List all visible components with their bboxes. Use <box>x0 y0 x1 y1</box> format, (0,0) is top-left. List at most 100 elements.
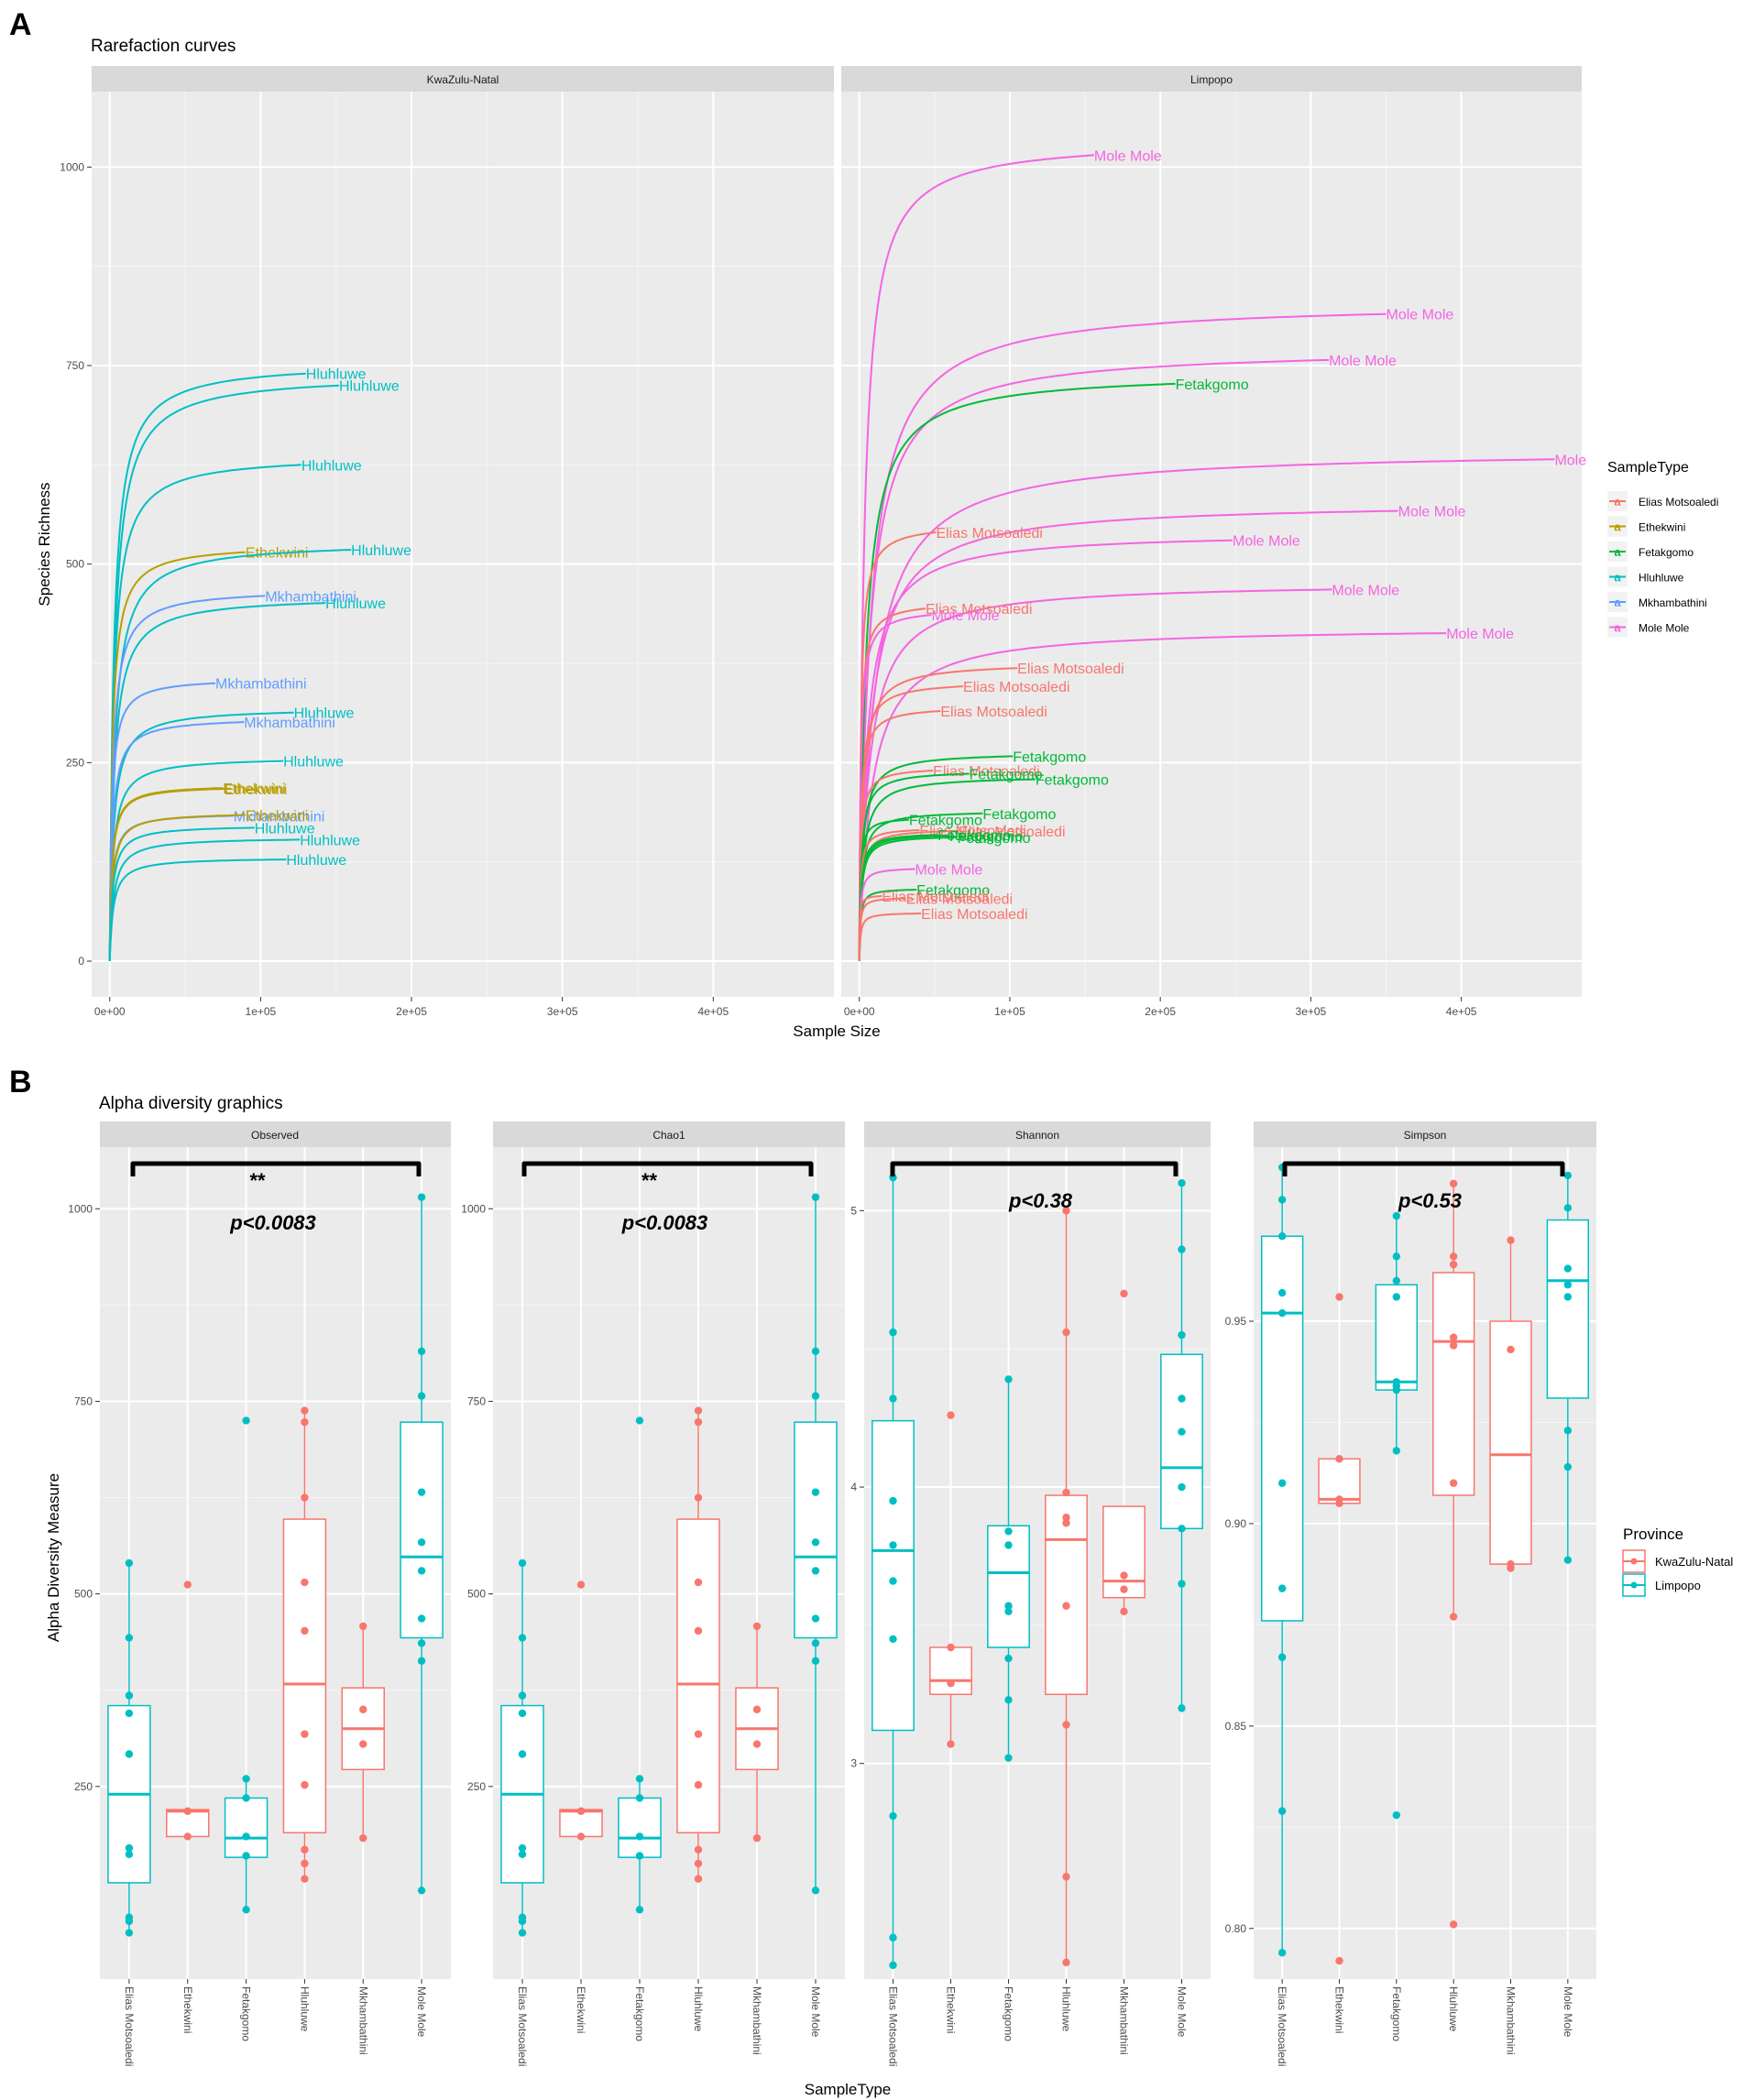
data-point <box>417 1639 426 1647</box>
curve-label: Mole Mole <box>932 608 1000 624</box>
data-point <box>1178 1580 1186 1588</box>
data-point <box>1392 1252 1401 1261</box>
data-point <box>301 1493 309 1502</box>
data-point <box>1563 1281 1573 1289</box>
box <box>1160 1353 1203 1530</box>
curve-label: Hluhluwe <box>294 706 355 722</box>
rarefaction-curve <box>858 710 941 961</box>
data-point <box>1449 1333 1458 1341</box>
curve-label: Hluhluwe <box>339 379 400 395</box>
panel-a-title: Rarefaction curves <box>91 37 236 56</box>
data-point <box>301 1578 309 1587</box>
y-tick-label: 0.85 <box>1225 1720 1247 1733</box>
data-point <box>694 1626 703 1635</box>
x-tick-label: Fetakgomo <box>633 1986 646 2041</box>
y-tick-label: 1000 <box>461 1202 486 1215</box>
curve-label: Ethekwini <box>223 782 285 797</box>
facet-strip-label: Chao1 <box>652 1129 685 1142</box>
curve-label: Mole Mole <box>1398 505 1466 520</box>
data-point <box>889 1328 897 1337</box>
data-point <box>811 1614 820 1623</box>
significance-bracket: ** p<0.0083 <box>521 1161 814 1234</box>
panel-b-letter: B <box>9 1065 32 1099</box>
data-point <box>518 1850 527 1859</box>
data-point <box>359 1833 367 1843</box>
data-point <box>183 1807 192 1815</box>
curve-label: Elias Motsoaledi <box>933 764 1040 780</box>
box <box>1260 1235 1304 1622</box>
curve-label: Elias Motsoaledi <box>963 680 1070 695</box>
box <box>929 1646 972 1696</box>
data-point <box>1120 1289 1128 1298</box>
data-point <box>811 1392 820 1400</box>
curve-label: Mole Mole <box>1387 308 1454 323</box>
y-tick-label: 500 <box>74 1588 93 1601</box>
data-point <box>947 1679 955 1688</box>
data-point <box>518 1559 527 1568</box>
curve-label: Mkhambathini <box>234 809 325 825</box>
facet-panel <box>841 92 1582 997</box>
data-point <box>1120 1607 1128 1615</box>
legend-glyph: a <box>1614 520 1621 534</box>
significance-stars: ** <box>641 1169 658 1192</box>
curve-label: Mkhambathini <box>215 677 307 693</box>
data-point <box>125 1917 134 1926</box>
data-point <box>1449 1920 1458 1929</box>
curve-label: Mole Mole <box>1446 627 1514 642</box>
x-tick-label: Hluhluwe <box>692 1986 705 2032</box>
data-point <box>889 1496 897 1505</box>
legend-label: Limpopo <box>1655 1579 1701 1592</box>
x-tick-label: 0e+00 <box>844 1005 875 1018</box>
data-point <box>811 1538 820 1547</box>
data-point <box>242 1775 250 1783</box>
rarefaction-curve <box>858 614 932 961</box>
data-point <box>752 1622 762 1631</box>
data-point <box>1563 1204 1573 1212</box>
x-tick-label: Mole Mole <box>809 1986 822 2038</box>
curve-label: Fetakgomo <box>1036 773 1109 789</box>
curve-label: Mole <box>1554 453 1586 468</box>
data-point <box>1277 1807 1287 1815</box>
y-tick-label: 750 <box>467 1395 486 1407</box>
facet-axes: 3 4 5 Elias Motsoaledi Ethekwini Fetakgomo Hlu… <box>850 1204 1188 2066</box>
data-point <box>518 1634 527 1642</box>
rarefaction-curve <box>108 721 245 961</box>
alpha-facet-simpson: Simpson p<0.53 0.80 0.85 0.90 0.95 Elias Mot… <box>1225 1121 1596 2066</box>
legend-point <box>1630 1558 1638 1565</box>
facet-strip-label: Limpopo <box>1190 73 1233 86</box>
significance-bracket-line <box>521 1161 814 1176</box>
facet-panel <box>100 1147 451 1979</box>
y-tick-label: 500 <box>66 558 84 571</box>
data-point <box>947 1643 955 1652</box>
x-tick-label: Mole Mole <box>1562 1986 1574 2038</box>
y-tick-label: 0.80 <box>1225 1922 1247 1935</box>
curve-label: Mkhambathini <box>244 716 335 731</box>
data-point <box>576 1832 586 1841</box>
x-tick-label: 1e+05 <box>994 1005 1025 1018</box>
rarefaction-curve <box>108 787 225 961</box>
x-tick-label: Mkhambathini <box>1118 1986 1131 2055</box>
data-point <box>518 1691 527 1700</box>
data-point <box>1178 1330 1186 1340</box>
box <box>676 1518 720 1834</box>
data-point <box>889 1635 897 1644</box>
data-point <box>1178 1395 1186 1403</box>
panel-a-letter: A <box>9 7 32 42</box>
data-point <box>125 1850 134 1859</box>
data-point <box>1004 1754 1013 1762</box>
legend-glyph: a <box>1614 545 1621 559</box>
data-point <box>359 1622 367 1631</box>
curve-label: Hluhluwe <box>300 833 360 848</box>
box <box>400 1421 444 1639</box>
data-point <box>1062 1328 1070 1337</box>
significance-bracket-line <box>890 1161 1178 1176</box>
data-point <box>811 1193 820 1201</box>
data-point <box>811 1347 820 1355</box>
legend-label: Elias Motsoaledi <box>1639 496 1718 509</box>
y-tick-label: 750 <box>74 1395 93 1407</box>
rarefaction-curve <box>108 859 287 961</box>
y-tick-label: 1000 <box>60 160 84 173</box>
data-point <box>125 1709 134 1718</box>
data-point <box>518 1917 527 1926</box>
